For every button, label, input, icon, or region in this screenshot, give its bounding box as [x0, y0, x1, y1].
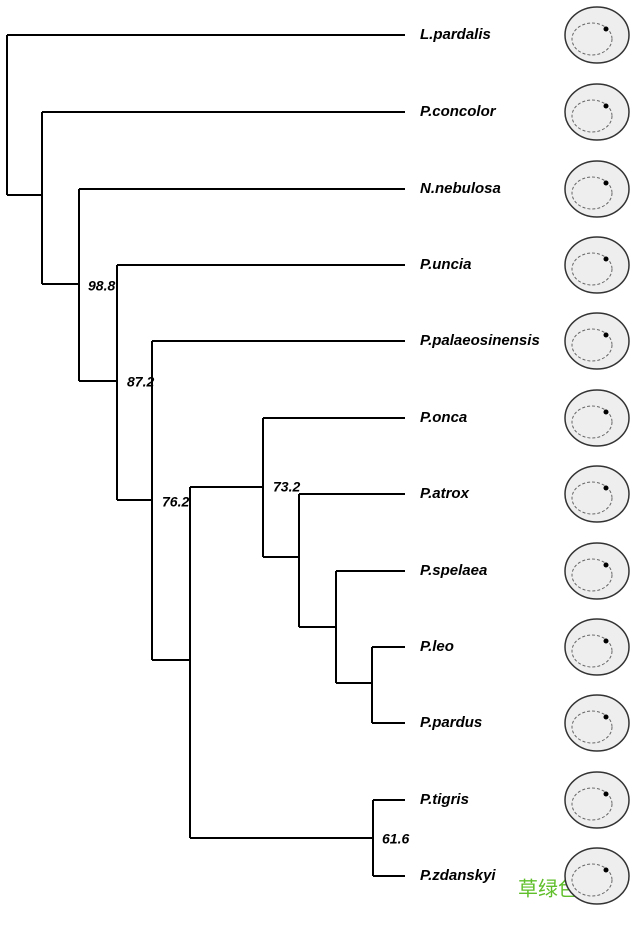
taxon-label: P.tigris	[420, 791, 469, 808]
eye	[603, 409, 609, 415]
eye	[603, 791, 609, 797]
head-shade	[571, 787, 613, 821]
head-sketch	[564, 618, 630, 676]
head-sketch	[564, 6, 630, 64]
head-shade	[571, 634, 613, 668]
taxon-label: P.leo	[420, 638, 454, 655]
taxon-label: N.nebulosa	[420, 180, 501, 197]
species-illustration	[564, 694, 630, 752]
species-illustration	[564, 465, 630, 523]
eye	[603, 26, 609, 32]
head-shade	[571, 558, 613, 592]
taxon-label: P.concolor	[420, 103, 497, 120]
tree-branches	[6, 34, 405, 877]
eye	[603, 485, 609, 491]
eye	[603, 867, 609, 873]
head-sketch	[564, 771, 630, 829]
head-sketch	[564, 694, 630, 752]
eye	[603, 256, 609, 262]
head-sketch	[564, 83, 630, 141]
head-shade	[571, 252, 613, 286]
eye	[603, 638, 609, 644]
head-sketch	[564, 312, 630, 370]
eye	[603, 103, 609, 109]
support-value: 61.6	[382, 831, 409, 847]
head-shade	[571, 710, 613, 744]
head-shade	[571, 328, 613, 362]
head-sketch	[564, 389, 630, 447]
head-shade	[571, 22, 613, 56]
head-shade	[571, 99, 613, 133]
taxon-label: P.zdanskyi	[420, 867, 496, 884]
species-illustration	[564, 847, 630, 905]
head-sketch	[564, 236, 630, 294]
taxon-label: P.spelaea	[420, 562, 487, 579]
eye	[603, 332, 609, 338]
head-shade	[571, 863, 613, 897]
taxon-label: L.pardalis	[420, 26, 491, 43]
species-illustration	[564, 160, 630, 218]
taxon-label: P.atrox	[420, 485, 470, 502]
taxon-label: P.onca	[420, 409, 467, 426]
head-sketch	[564, 542, 630, 600]
taxon-label: P.uncia	[420, 256, 471, 273]
species-illustration	[564, 389, 630, 447]
head-shade	[571, 481, 613, 515]
taxon-label: P.palaeosinensis	[420, 332, 540, 349]
species-illustration	[564, 236, 630, 294]
species-illustration	[564, 83, 630, 141]
support-value: 76.2	[162, 494, 189, 510]
support-value: 98.8	[88, 278, 115, 294]
species-illustration	[564, 618, 630, 676]
species-illustration	[564, 542, 630, 600]
species-illustration	[564, 6, 630, 64]
head-sketch	[564, 465, 630, 523]
eye	[603, 180, 609, 186]
species-illustration	[564, 312, 630, 370]
head-sketch	[564, 847, 630, 905]
head-shade	[571, 405, 613, 439]
taxon-label: P.pardus	[420, 714, 482, 731]
eye	[603, 714, 609, 720]
head-shade	[571, 176, 613, 210]
species-illustration	[564, 771, 630, 829]
support-value: 87.2	[127, 374, 154, 390]
support-value: 73.2	[273, 479, 300, 495]
eye	[603, 562, 609, 568]
head-sketch	[564, 160, 630, 218]
